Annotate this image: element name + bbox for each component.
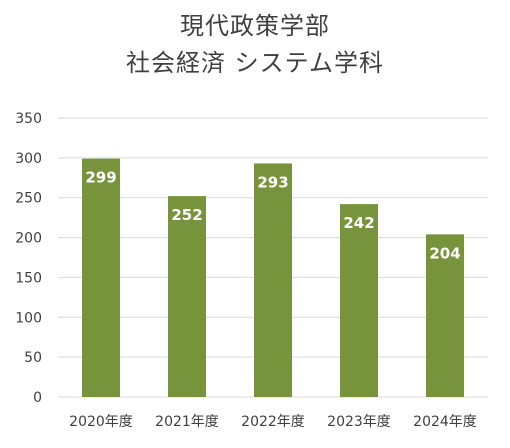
data-label: 242 (343, 214, 374, 232)
y-tick-label: 150 (15, 270, 42, 286)
y-tick-label: 200 (15, 231, 42, 247)
bar (426, 234, 464, 397)
y-axis-ticks: 0 50 100 150 200 250 300 350 (15, 111, 42, 406)
bar (254, 163, 292, 397)
y-tick-label: 250 (15, 191, 42, 207)
x-category-label: 2022年度 (241, 414, 305, 430)
data-label: 299 (85, 169, 116, 187)
chart-title-line-1: 現代政策学部 (180, 12, 330, 40)
y-tick-label: 350 (15, 111, 42, 127)
x-category-label: 2024年度 (413, 414, 477, 430)
y-tick-label: 300 (15, 151, 42, 167)
x-category-label: 2021年度 (155, 414, 219, 430)
bars (82, 158, 464, 397)
bar (82, 158, 120, 397)
x-category-label: 2020年度 (69, 414, 133, 430)
chart-title-line-2: 社会経済 システム学科 (126, 49, 384, 77)
y-tick-label: 50 (24, 350, 42, 366)
bar (168, 196, 206, 397)
data-label: 252 (171, 206, 202, 224)
data-label: 204 (429, 244, 460, 262)
data-label: 293 (257, 173, 288, 191)
y-tick-label: 0 (33, 390, 42, 406)
x-axis-categories: 2020年度 2021年度 2022年度 2023年度 2024年度 (69, 414, 477, 430)
bar (340, 204, 378, 397)
x-category-label: 2023年度 (327, 414, 391, 430)
y-tick-label: 100 (15, 310, 42, 326)
data-labels: 299 252 293 242 204 (85, 169, 460, 263)
